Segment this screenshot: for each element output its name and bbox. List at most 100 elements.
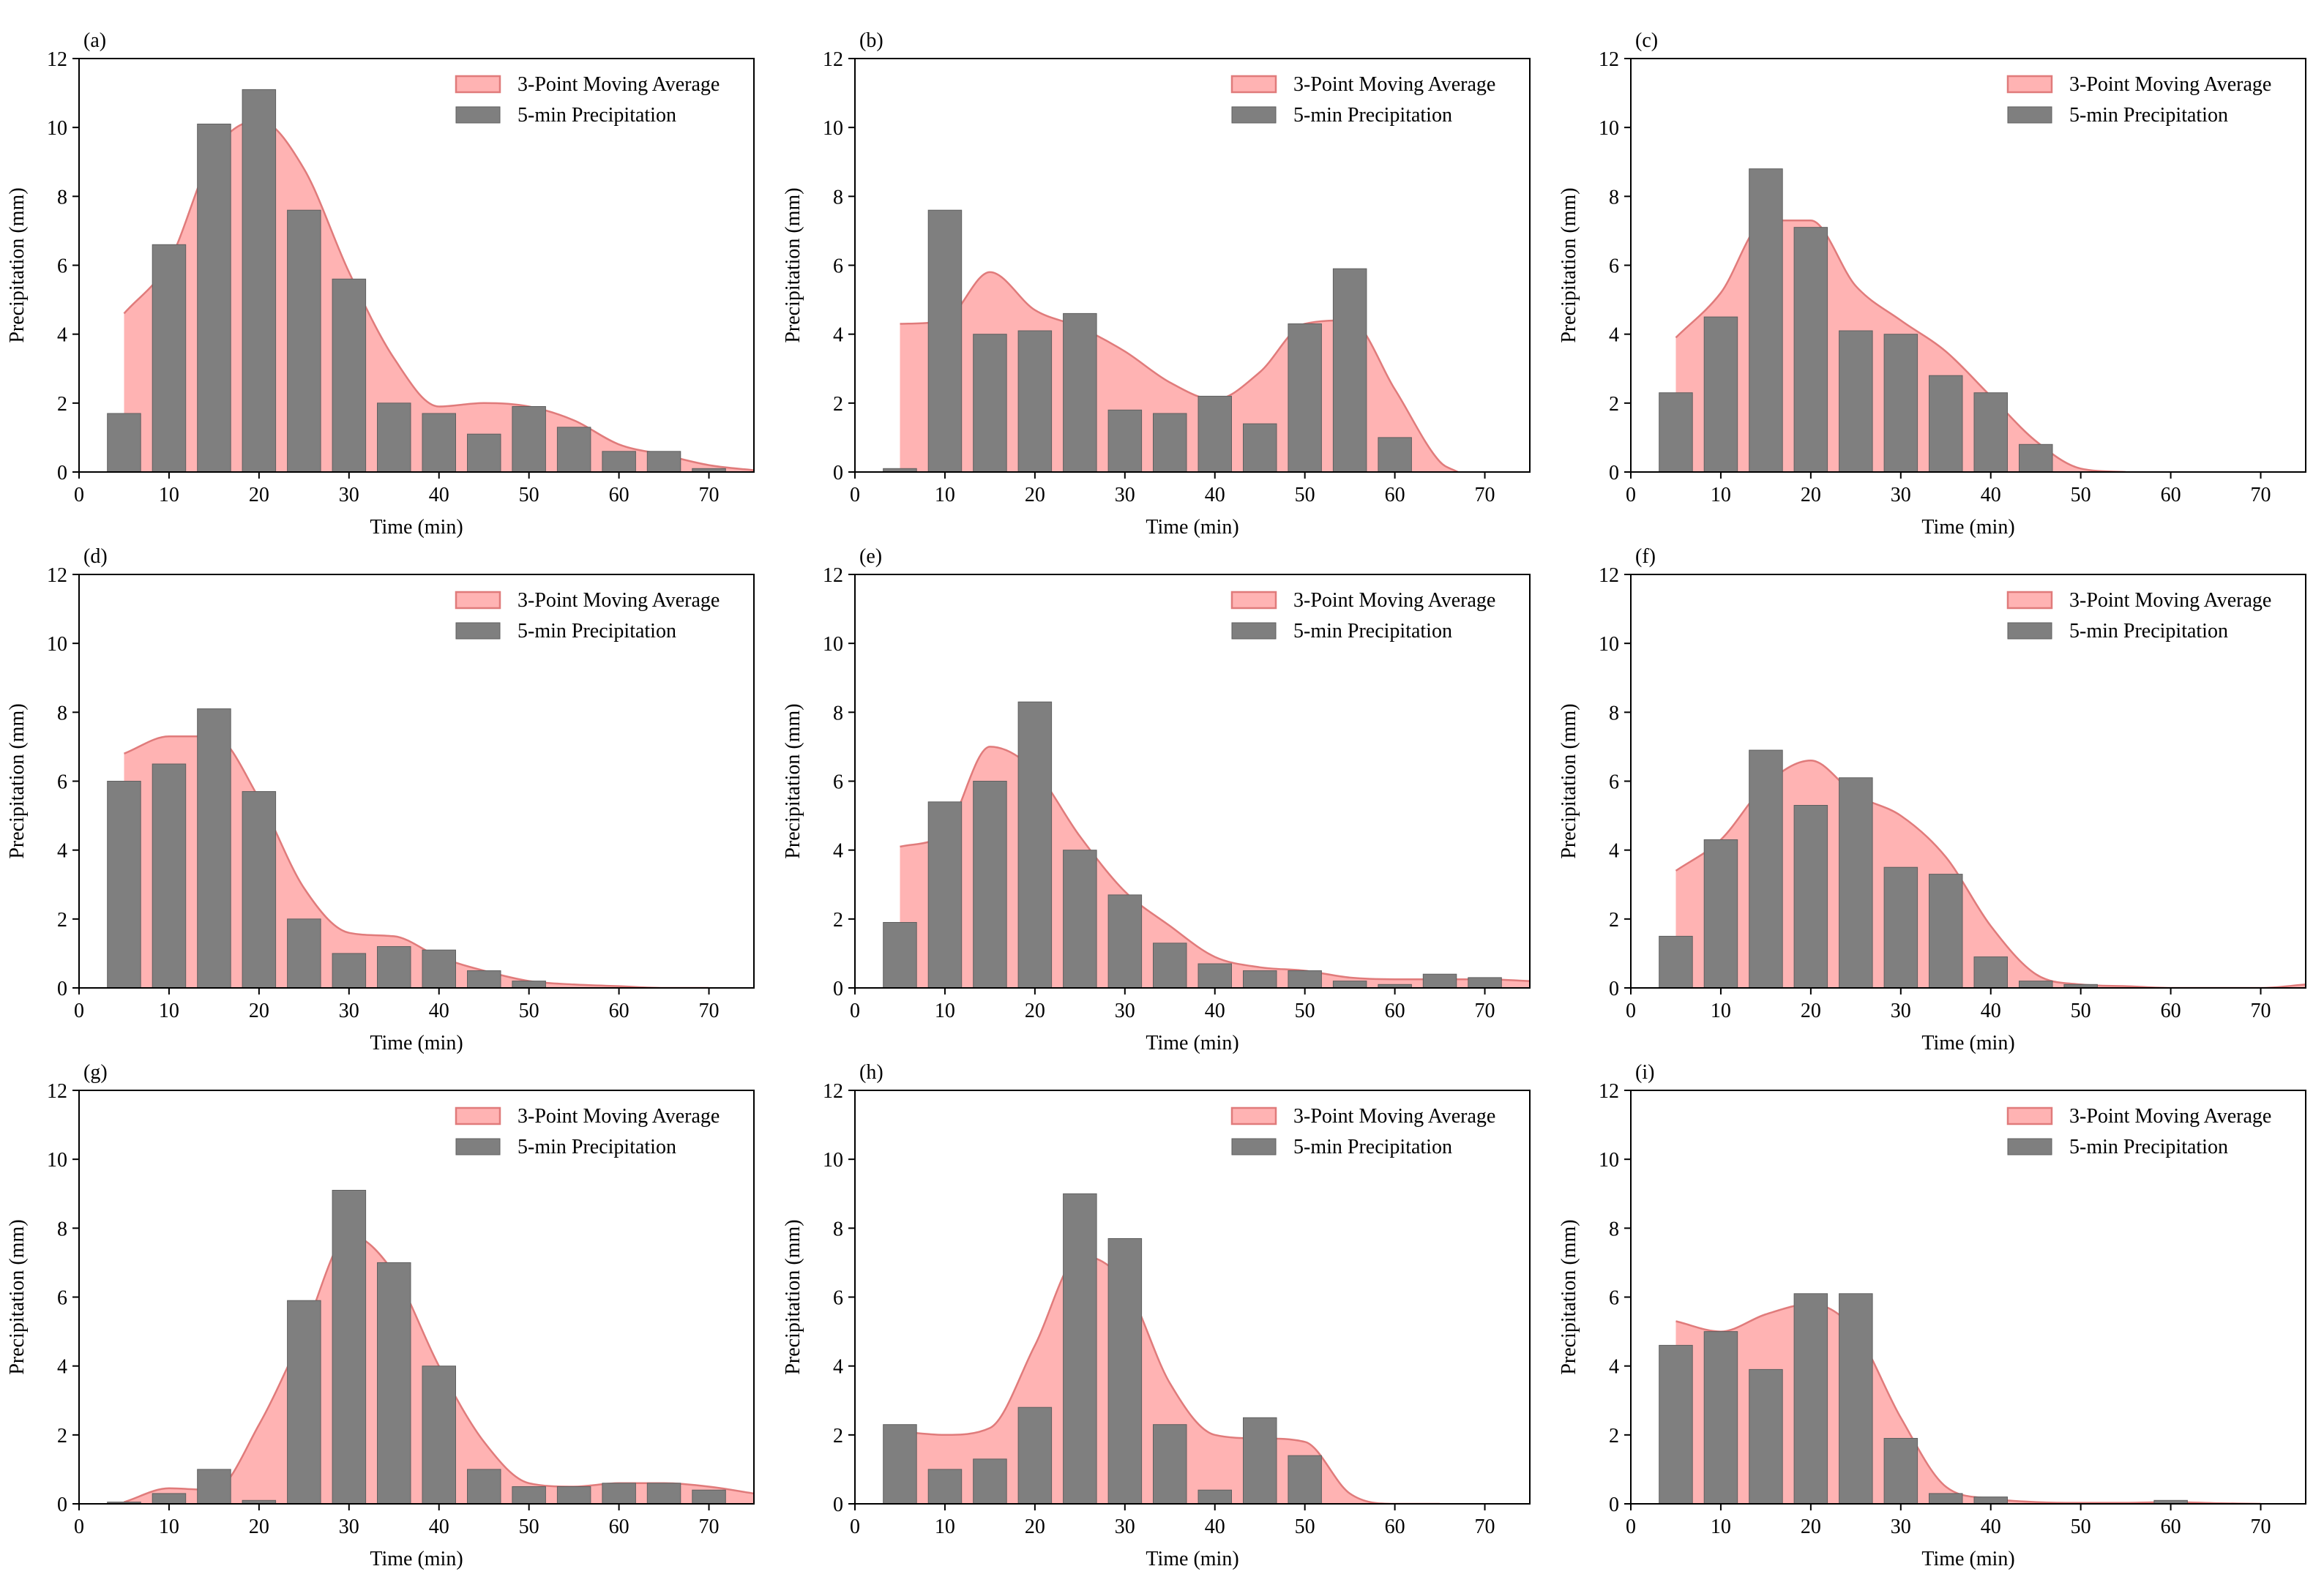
precipitation-bar [1243, 423, 1277, 472]
y-tick-label: 2 [833, 393, 843, 416]
precipitation-bar [512, 1486, 546, 1504]
y-tick-label: 0 [833, 978, 843, 1000]
x-tick-label: 30 [1115, 484, 1135, 506]
precipitation-bar [1063, 1193, 1097, 1504]
x-tick-label: 20 [1025, 1516, 1045, 1538]
precipitation-bar [422, 413, 456, 472]
y-tick-label: 6 [1609, 771, 1619, 794]
x-tick-label: 0 [1626, 484, 1636, 506]
x-tick-label: 50 [1295, 1000, 1315, 1022]
legend-bar-swatch [455, 622, 501, 640]
x-tick-label: 60 [2161, 1000, 2181, 1022]
x-axis-label: Time (min) [370, 1032, 463, 1055]
precipitation-bar [1839, 330, 1873, 472]
precipitation-bar [883, 1424, 917, 1504]
precipitation-bar [467, 1469, 501, 1504]
precipitation-bar [883, 922, 917, 988]
precipitation-bar [1422, 973, 1457, 988]
y-axis-label: Precipitation (mm) [6, 187, 29, 342]
x-tick-label: 40 [429, 484, 449, 506]
y-tick-label: 10 [1599, 633, 1619, 656]
chart-panel-1: 0 10 20 30 40 50 60 70 0 2 4 6 8 10 12 Time (min) Precip… [6, 29, 755, 539]
moving-average-line [900, 1254, 1441, 1504]
precipitation-bar [646, 1483, 681, 1504]
precipitation-bar [1332, 268, 1367, 472]
precipitation-bar [1749, 1368, 1783, 1504]
y-tick-label: 10 [1599, 117, 1619, 140]
panel-label: (a) [83, 29, 106, 52]
y-tick-label: 0 [833, 1494, 843, 1516]
precipitation-bar [927, 209, 963, 472]
x-tick-label: 50 [519, 484, 539, 506]
y-axis-label: Precipitation (mm) [1558, 1219, 1580, 1374]
precipitation-bar [646, 451, 681, 472]
x-tick-label: 40 [1981, 1000, 2001, 1022]
precipitation-bar [1063, 850, 1097, 988]
precipitation-bar [1017, 1406, 1053, 1504]
legend-area-swatch [455, 1106, 501, 1125]
precipitation-bar [1703, 839, 1738, 988]
precipitation-bar [242, 1499, 277, 1504]
panel-label: (d) [83, 545, 108, 568]
y-tick-label: 2 [1609, 1425, 1619, 1447]
precipitation-bar [512, 981, 546, 988]
x-tick-label: 60 [1385, 1000, 1405, 1022]
y-tick-label: 8 [1609, 186, 1619, 209]
moving-average-area [124, 120, 754, 472]
precipitation-bar [1288, 1455, 1322, 1504]
legend-area-label: 3-Point Moving Average [1293, 589, 1495, 612]
precipitation-bar [973, 1458, 1007, 1504]
legend-area-swatch [1230, 591, 1277, 610]
y-tick-label: 4 [1609, 1356, 1619, 1379]
y-tick-label: 12 [823, 48, 843, 71]
chart-panel-2: 0 10 20 30 40 50 60 70 0 2 4 6 8 10 12 Time (min) Precip… [782, 29, 1531, 539]
y-tick-label: 2 [1609, 909, 1619, 932]
legend-bar-label: 5-min Precipitation [518, 104, 676, 127]
precipitation-bar [602, 1483, 636, 1504]
y-tick-label: 8 [833, 186, 843, 209]
y-tick-label: 10 [823, 633, 843, 656]
precipitation-bar [1378, 984, 1412, 988]
precipitation-bar [1749, 749, 1783, 988]
precipitation-bar [287, 209, 321, 472]
x-tick-label: 40 [1205, 484, 1225, 506]
x-tick-label: 60 [609, 1516, 629, 1538]
precipitation-bar [1703, 316, 1738, 472]
precipitation-bar [332, 953, 367, 988]
legend-area-label: 3-Point Moving Average [518, 1105, 720, 1128]
y-axis-label: Precipitation (mm) [1558, 703, 1580, 858]
y-tick-label: 12 [1599, 1080, 1619, 1103]
x-tick-label: 30 [1891, 484, 1911, 506]
x-tick-label: 0 [850, 484, 860, 506]
x-tick-label: 50 [2071, 484, 2091, 506]
legend-area-label: 3-Point Moving Average [518, 73, 720, 96]
x-tick-label: 10 [1711, 1516, 1731, 1538]
y-tick-label: 2 [57, 393, 67, 416]
precipitation-bar [1332, 981, 1367, 988]
precipitation-bar [2153, 1499, 2188, 1504]
legend-area-swatch [455, 591, 501, 610]
y-tick-label: 2 [1609, 393, 1619, 416]
chart-panel-4: 0 10 20 30 40 50 60 70 0 2 4 6 8 10 12 Time (min) Precip… [6, 545, 755, 1055]
x-tick-label: 30 [1891, 1000, 1911, 1022]
legend-bar-swatch [1231, 622, 1277, 640]
precipitation-bar [1063, 312, 1097, 472]
y-tick-label: 0 [57, 978, 67, 1000]
y-tick-label: 0 [57, 1494, 67, 1516]
panel-label: (b) [859, 29, 883, 52]
legend-area-label: 3-Point Moving Average [2069, 73, 2271, 96]
panel-label: (g) [83, 1061, 108, 1084]
chart-panel-8: 0 10 20 30 40 50 60 70 0 2 4 6 8 10 12 Time (min) Precip… [782, 1061, 1531, 1570]
x-tick-label: 30 [1115, 1000, 1135, 1022]
x-tick-label: 70 [699, 1000, 720, 1022]
y-tick-label: 6 [1609, 255, 1619, 278]
precipitation-bar [1153, 413, 1187, 472]
x-tick-label: 70 [2251, 1000, 2271, 1022]
precipitation-bar [377, 402, 411, 472]
precipitation-bar [1793, 805, 1828, 988]
legend-bar-label: 5-min Precipitation [2069, 620, 2228, 643]
x-tick-label: 50 [519, 1000, 539, 1022]
x-tick-label: 40 [1205, 1000, 1225, 1022]
y-tick-label: 10 [823, 117, 843, 140]
precipitation-bar [332, 278, 367, 472]
